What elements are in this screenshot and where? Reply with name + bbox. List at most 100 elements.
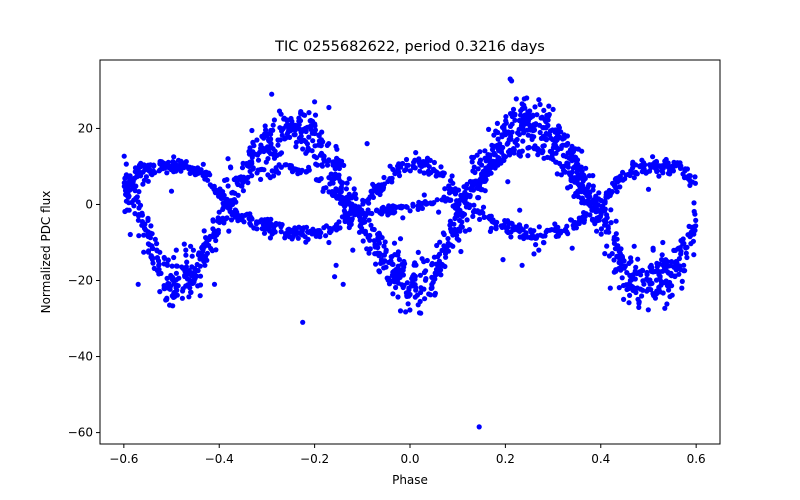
data-point xyxy=(594,215,600,221)
data-point xyxy=(161,161,167,167)
data-point xyxy=(491,152,497,158)
data-point xyxy=(690,238,697,244)
data-point xyxy=(179,295,185,301)
data-point xyxy=(533,235,540,241)
outlier-point xyxy=(519,262,525,268)
data-point xyxy=(186,294,192,300)
data-point xyxy=(441,243,447,249)
data-point xyxy=(300,146,306,152)
data-point xyxy=(641,166,647,172)
data-point xyxy=(425,168,432,174)
data-point xyxy=(386,275,392,281)
x-tick-label: −0.2 xyxy=(300,452,329,466)
data-point xyxy=(442,251,449,257)
data-point xyxy=(522,105,528,111)
data-point xyxy=(452,202,458,208)
data-point xyxy=(140,181,146,187)
data-point xyxy=(345,196,351,202)
data-point xyxy=(181,241,187,247)
data-point xyxy=(501,125,507,131)
data-point xyxy=(146,248,152,254)
data-point xyxy=(283,231,289,238)
data-point xyxy=(634,270,640,277)
data-point xyxy=(275,142,281,148)
data-point xyxy=(480,204,487,210)
data-point xyxy=(457,212,463,218)
data-point xyxy=(359,207,365,213)
data-point xyxy=(491,132,497,138)
chart-title: TIC 0255682622, period 0.3216 days xyxy=(274,39,545,55)
x-tick-label: 0.0 xyxy=(400,452,419,466)
data-point xyxy=(639,293,645,299)
data-point xyxy=(448,197,454,203)
data-point xyxy=(636,304,642,310)
data-point xyxy=(319,137,325,144)
data-point xyxy=(490,217,496,223)
data-point xyxy=(470,209,477,215)
data-point xyxy=(296,118,302,124)
outlier-point xyxy=(569,245,575,251)
outlier-point xyxy=(326,239,332,246)
x-tick-label: −0.4 xyxy=(205,452,234,466)
data-point xyxy=(366,210,372,216)
outlier-point xyxy=(579,148,585,154)
data-point xyxy=(634,285,641,291)
outlier-point xyxy=(476,424,482,430)
data-point xyxy=(477,216,483,222)
data-point xyxy=(368,189,375,195)
data-point xyxy=(293,122,299,128)
data-point xyxy=(602,251,608,257)
data-point xyxy=(627,172,633,179)
data-point xyxy=(382,239,388,245)
data-point xyxy=(471,202,477,208)
data-point xyxy=(301,137,307,143)
data-point xyxy=(282,136,288,142)
data-point xyxy=(463,185,470,191)
data-point xyxy=(278,111,284,117)
data-point xyxy=(648,165,654,171)
data-point xyxy=(604,215,610,221)
data-point xyxy=(460,192,466,198)
data-point xyxy=(423,268,429,274)
data-point xyxy=(663,263,669,269)
data-point xyxy=(211,228,217,234)
data-point xyxy=(691,252,697,258)
data-point xyxy=(572,154,578,160)
data-point xyxy=(466,203,472,209)
data-point xyxy=(193,171,199,177)
data-point xyxy=(645,307,651,313)
data-point xyxy=(464,217,470,223)
data-point xyxy=(507,123,514,129)
data-point xyxy=(226,201,232,207)
data-point xyxy=(348,221,354,227)
data-point xyxy=(243,161,249,167)
data-point xyxy=(190,247,196,253)
data-point xyxy=(307,118,313,124)
data-point xyxy=(232,190,238,196)
data-point xyxy=(561,228,568,234)
data-point xyxy=(659,257,665,263)
data-point xyxy=(552,128,558,134)
data-point xyxy=(362,219,368,225)
data-point xyxy=(141,177,147,183)
data-point xyxy=(611,257,617,263)
data-point xyxy=(644,271,650,278)
data-point xyxy=(475,209,481,215)
data-point xyxy=(624,270,630,276)
data-point xyxy=(536,224,542,230)
data-point xyxy=(305,236,311,242)
data-point xyxy=(269,168,275,174)
data-point xyxy=(432,290,438,296)
data-point xyxy=(471,164,477,170)
data-point xyxy=(293,144,299,150)
data-point xyxy=(498,149,505,155)
data-point xyxy=(457,197,463,203)
y-tick-label: 0 xyxy=(85,197,93,211)
data-point xyxy=(339,214,345,220)
data-point xyxy=(592,203,598,209)
data-point xyxy=(685,232,691,238)
data-point xyxy=(458,248,464,255)
data-point xyxy=(257,167,263,173)
data-point xyxy=(339,158,345,164)
